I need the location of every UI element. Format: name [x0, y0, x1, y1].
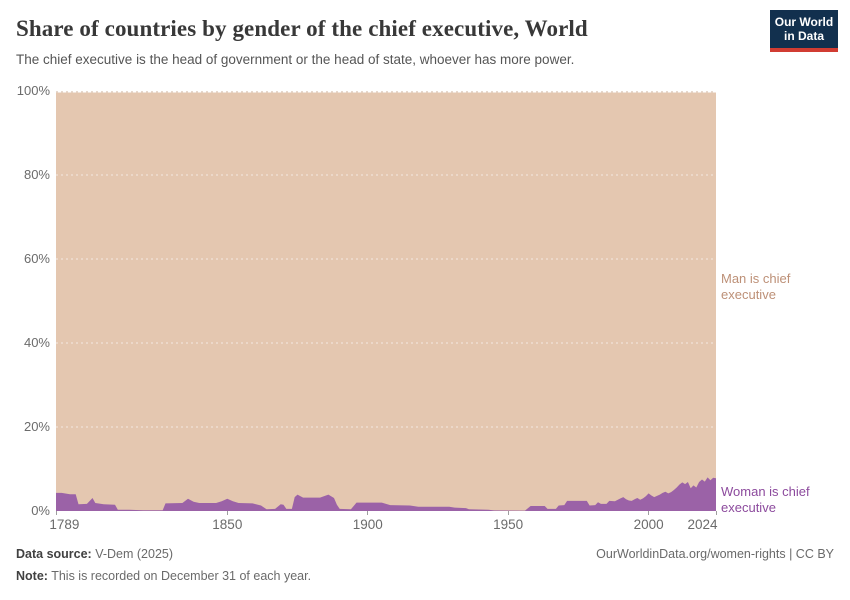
area-woman-is-chief-executive: [56, 477, 716, 511]
y-tick-label-0: 0%: [31, 503, 50, 518]
x-tick-label-1900: 1900: [352, 517, 383, 532]
area-man-is-chief-executive: [56, 92, 716, 511]
page-title: Share of countries by gender of the chie…: [16, 16, 588, 41]
note-value: This is recorded on December 31 of each …: [51, 569, 312, 583]
stacked-area-chart[interactable]: [56, 91, 716, 511]
footer-note-line: Note: This is recorded on December 31 of…: [16, 569, 311, 583]
y-tick-label-40: 40%: [23, 335, 50, 350]
owid-logo: Our World in Data: [770, 10, 838, 52]
footer-source: Data source: V-Dem (2025): [16, 547, 173, 561]
x-tick-1850: [226, 511, 228, 515]
page-subtitle: The chief executive is the head of gover…: [16, 52, 575, 67]
source-value: V-Dem (2025): [95, 547, 174, 561]
y-tick-label-60: 60%: [23, 251, 50, 266]
y-tick-label-100: 100%: [16, 83, 50, 98]
x-tick-1950: [507, 511, 509, 515]
x-tick-1900: [367, 511, 369, 515]
x-tick-label-1950: 1950: [493, 517, 524, 532]
source-label: Data source:: [16, 547, 92, 561]
x-tick-2024: [715, 511, 717, 515]
x-tick-label-2000: 2000: [633, 517, 664, 532]
plot-area[interactable]: [56, 91, 716, 511]
note-label: Note:: [16, 569, 48, 583]
y-tick-label-20: 20%: [23, 419, 50, 434]
y-tick-label-80: 80%: [23, 167, 50, 182]
x-tick-1789: [55, 511, 57, 515]
owid-logo-line2: in Data: [783, 29, 824, 43]
x-tick-label-1789: 1789: [49, 517, 80, 532]
series-label-woman: Woman is chief executive: [721, 484, 810, 515]
owid-logo-line1: Our World: [774, 15, 834, 29]
x-tick-label-1850: 1850: [212, 517, 243, 532]
footer-source-line: Data source: V-Dem (2025) OurWorldinData…: [16, 547, 834, 561]
x-tick-2000: [648, 511, 650, 515]
x-tick-label-2024: 2024: [687, 517, 718, 532]
footer-attribution[interactable]: OurWorldinData.org/women-rights | CC BY: [596, 547, 834, 561]
series-label-man: Man is chief executive: [721, 271, 791, 302]
